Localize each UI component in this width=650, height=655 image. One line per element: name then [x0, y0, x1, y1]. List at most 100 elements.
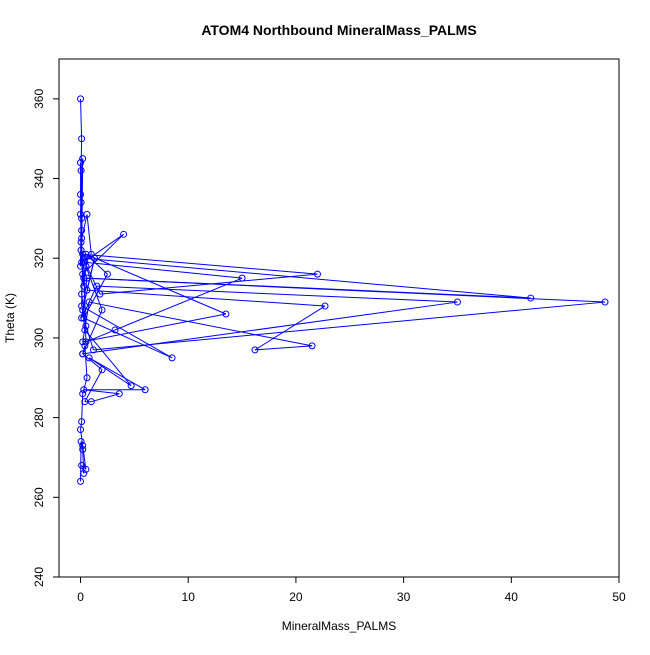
data-point	[141, 386, 149, 394]
x-tick-label: 40	[505, 590, 519, 604]
series-line-segment	[85, 253, 108, 275]
data-point	[79, 306, 87, 314]
data-point	[78, 418, 86, 426]
data-point	[103, 270, 111, 278]
data-point	[98, 366, 106, 374]
x-tick-label: 20	[289, 590, 303, 604]
chart-title: ATOM4 Northbound MineralMass_PALMS	[201, 22, 476, 38]
y-tick-label: 320	[32, 248, 46, 268]
series-line-segment	[83, 389, 120, 395]
data-point	[80, 386, 88, 394]
series-line-segment	[254, 305, 326, 351]
x-tick-label: 50	[612, 590, 626, 604]
data-point	[168, 354, 176, 362]
series-line-segment	[80, 98, 83, 139]
series-line-segment	[83, 317, 173, 359]
data-point	[81, 342, 89, 350]
data-point	[527, 294, 535, 302]
data-point	[77, 438, 85, 446]
x-tick-label: 0	[77, 590, 84, 604]
data-point	[308, 342, 316, 350]
series-line-segment	[114, 277, 243, 331]
data-point	[78, 214, 86, 222]
data-point	[77, 95, 85, 103]
y-tick-label: 360	[32, 89, 46, 109]
series-line-segment	[93, 301, 606, 351]
data-point	[82, 338, 90, 346]
data-point	[83, 374, 91, 382]
data-point	[77, 426, 85, 434]
y-tick-label: 240	[32, 567, 46, 587]
data-point	[115, 390, 123, 398]
data-point	[77, 477, 85, 485]
data-point	[78, 234, 86, 242]
series-line-segment	[86, 277, 531, 299]
data-point	[82, 465, 90, 473]
data-point	[321, 302, 329, 310]
data-point	[79, 338, 87, 346]
series-line-segment	[82, 309, 103, 355]
data-point	[120, 230, 128, 238]
series-line-segment	[82, 445, 87, 470]
data-point	[80, 254, 88, 262]
series-line-segment	[86, 289, 326, 307]
data-point	[85, 298, 93, 306]
data-point	[78, 135, 86, 143]
y-tick-label: 300	[32, 328, 46, 348]
data-point	[78, 302, 86, 310]
data-point	[79, 442, 87, 450]
data-point	[601, 298, 609, 306]
series-line-segment	[84, 369, 103, 402]
data-point	[79, 270, 87, 278]
data-point	[313, 270, 321, 278]
data-point	[98, 306, 106, 314]
data-point	[77, 246, 85, 254]
data-point	[82, 250, 90, 258]
data-point	[77, 238, 85, 246]
series-line-segment	[82, 258, 96, 311]
series-line-segment	[84, 345, 88, 378]
data-point	[91, 254, 99, 262]
series-line-segment	[81, 393, 84, 422]
data-point	[77, 198, 85, 206]
data-point	[81, 326, 89, 334]
data-point	[80, 314, 88, 322]
data-point	[222, 310, 230, 318]
data-point	[78, 314, 86, 322]
data-point	[83, 210, 91, 218]
data-point	[82, 322, 90, 330]
x-axis-title: MineralMass_PALMS	[282, 619, 396, 633]
data-point	[78, 461, 86, 469]
data-point	[78, 258, 86, 266]
series-line-segment	[82, 253, 318, 275]
series-line-segment	[99, 273, 318, 295]
series-line-segment	[91, 393, 120, 403]
y-tick-label: 260	[32, 487, 46, 507]
series-layer	[77, 95, 609, 485]
data-point	[80, 274, 88, 282]
x-axis: 0 10 20 30 40 50	[77, 576, 626, 604]
series-line-segment	[81, 305, 173, 359]
data-point	[81, 398, 89, 406]
series-line-segment	[88, 357, 146, 391]
data-point	[77, 167, 85, 175]
x-tick-label: 10	[182, 590, 196, 604]
y-axis-title: Theta (K)	[3, 293, 17, 343]
data-point	[82, 262, 90, 270]
series-line-segment	[82, 301, 90, 342]
series-line-segment	[88, 357, 132, 387]
data-point	[79, 390, 87, 398]
series-line-segment	[82, 449, 85, 474]
data-point	[80, 469, 88, 477]
data-point	[81, 258, 89, 266]
data-point	[96, 290, 104, 298]
series-line-segment	[82, 233, 124, 275]
data-point	[77, 190, 85, 198]
x-tick-label: 30	[397, 590, 411, 604]
series-line-segment	[82, 313, 227, 343]
data-point	[238, 274, 246, 282]
data-point	[111, 326, 119, 334]
y-tick-label: 280	[32, 407, 46, 427]
